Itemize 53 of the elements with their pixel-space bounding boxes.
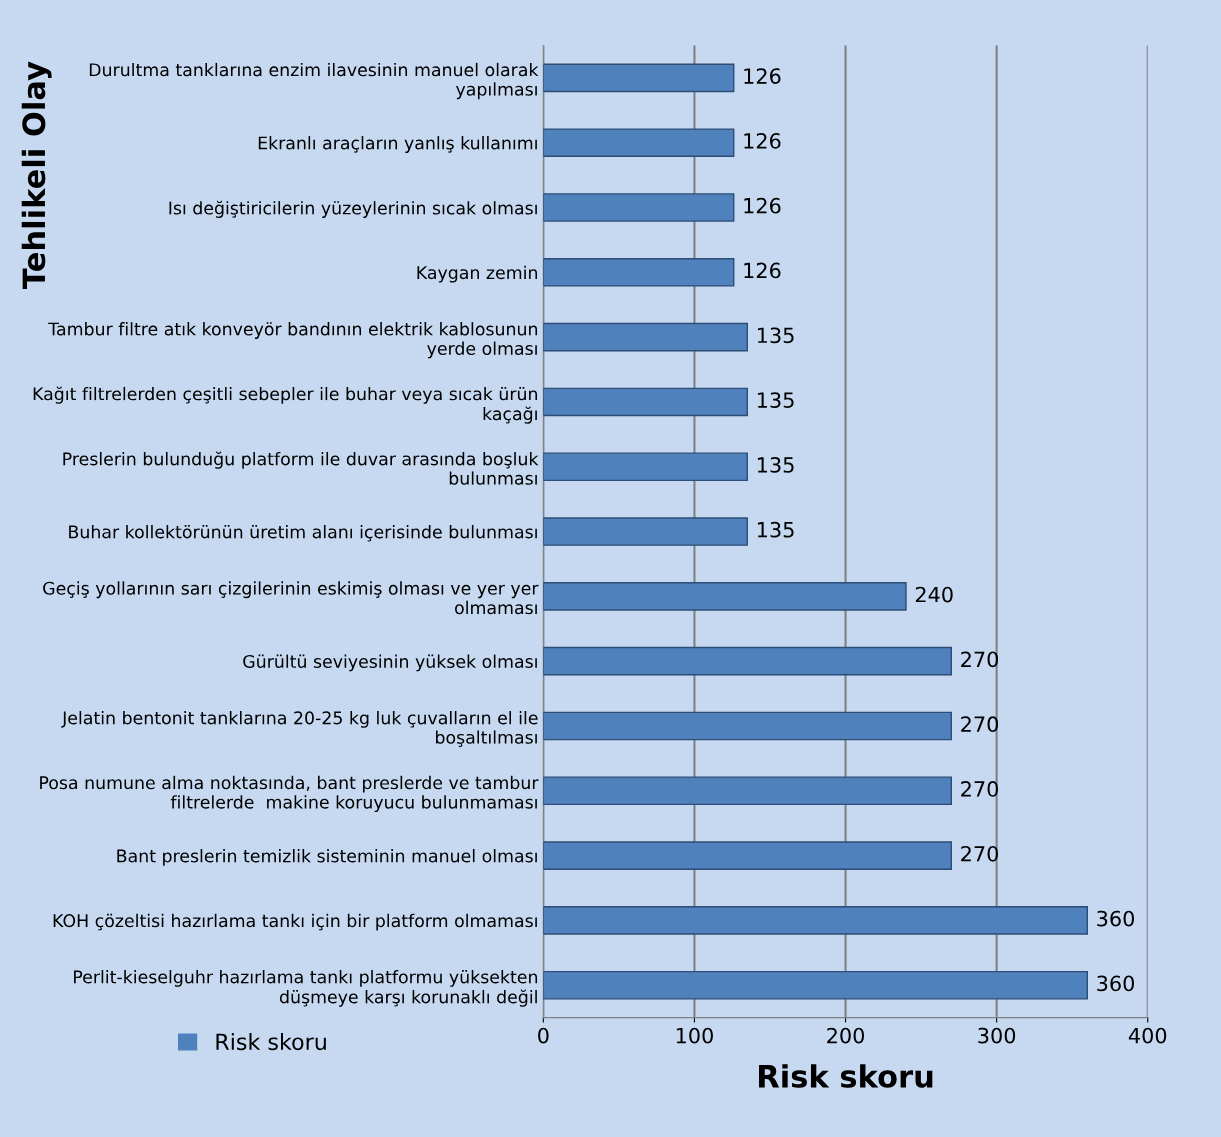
data-label: 135 [757,327,794,344]
x-tick-label: 300 [978,1027,1016,1044]
y-tick-label: Jelatin bentonit tanklarına 20-25 kg luk çuvalların el ile boşaltılması [61,710,538,747]
y-tick-label: Buhar kollektörünün üretim alanı içerisinde bulunması [69,524,537,542]
data-label: 360 [1097,910,1135,927]
data-label: 240 [915,586,953,603]
x-tick-label: 200 [827,1027,865,1044]
bar [543,452,749,482]
data-label: 126 [744,262,781,279]
bar [543,517,749,546]
y-tick-label: Gürültü seviyesinin yüksek olması [243,654,537,672]
bar [543,193,735,222]
data-label: 126 [744,197,781,214]
y-tick-label: Bant preslerin temizlik sisteminin manuel olması [117,849,537,866]
bar [543,711,953,741]
data-label: 270 [961,716,999,733]
y-tick-label: Ekranlı araçların yanlış kullanımı [258,136,537,153]
y-tick-label: Kaygan zemin [417,265,538,283]
y-tick-label: Preslerin bulunduğu platform ile duvar arasında boşluk bulunması [63,451,539,485]
data-label: 135 [757,457,794,473]
bar [543,387,749,417]
y-tick-label: Posa numune alma noktasında, bant preslerde ve tambur filtrelerde makine koruyucu bulunmaması [40,775,539,813]
data-label: 270 [961,845,999,862]
legend-label: Risk skoru [216,1032,326,1051]
x-tick-label: 100 [676,1027,713,1044]
bar [543,258,735,287]
data-label: 270 [961,781,999,797]
data-label: 360 [1097,975,1135,992]
data-label: 270 [961,651,999,668]
bar [543,128,735,157]
y-tick-label: Perlit-kieselguhr hazırlama tankı platformu yüksekten düşmeye karşı korunaklı değil [74,969,538,1007]
y-tick-label: Geçiş yollarının sarı çizgilerinin eskimiş olması ve yer yer olmaması [43,581,539,615]
data-label: 126 [744,132,781,149]
y-tick-label: Kağıt filtrelerden çeşitli sebepler ile buhar veya sıcak ürün kaçağı [33,386,538,424]
bar [543,970,1088,1000]
data-label: 126 [744,68,781,84]
bar [543,322,749,352]
bar [543,582,907,611]
bar [543,841,953,870]
bar [543,646,953,676]
bar [543,63,735,93]
y-tick-label: KOH çözeltisi hazırlama tankı için bir platform olmaması [53,913,537,931]
y-tick-label: Durultma tanklarına enzim ilavesinin manuel olarak yapılması [89,62,539,100]
bar [543,776,953,806]
y-tick-label: Isı değiştiricilerin yüzeylerinin sıcak olması [169,200,537,218]
y-tick-label: Tambur filtre atık konveyör bandının elektrik kablosunun yerde olması [48,322,538,359]
data-label: 135 [757,392,794,408]
data-label: 135 [757,521,794,538]
x-axis-title: Risk skoru [759,1064,933,1088]
bar [543,906,1088,935]
y-axis-title: Tehlikeli Olay [21,61,52,289]
x-tick-label: 400 [1128,1027,1167,1044]
x-tick-label: 0 [538,1027,549,1044]
